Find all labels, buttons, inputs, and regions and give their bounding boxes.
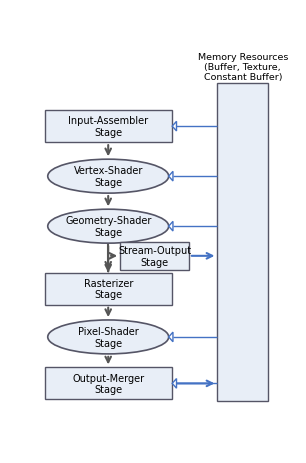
FancyBboxPatch shape — [217, 84, 268, 400]
Text: Pixel-Shader
Stage: Pixel-Shader Stage — [78, 326, 139, 348]
FancyBboxPatch shape — [120, 242, 189, 270]
FancyBboxPatch shape — [45, 273, 172, 305]
Text: Input-Assembler
Stage: Input-Assembler Stage — [68, 116, 148, 138]
Text: Output-Merger
Stage: Output-Merger Stage — [72, 373, 144, 394]
Polygon shape — [169, 222, 173, 232]
Text: Rasterizer
Stage: Rasterizer Stage — [84, 278, 133, 300]
Text: Memory Resources
(Buffer, Texture,
Constant Buffer): Memory Resources (Buffer, Texture, Const… — [198, 53, 288, 82]
Ellipse shape — [48, 160, 169, 194]
FancyBboxPatch shape — [45, 368, 172, 400]
Ellipse shape — [48, 320, 169, 354]
Polygon shape — [169, 332, 173, 342]
Polygon shape — [172, 122, 177, 131]
Text: Stream-Output
Stage: Stream-Output Stage — [118, 245, 191, 267]
Polygon shape — [169, 172, 173, 181]
Polygon shape — [172, 379, 177, 388]
Text: Geometry-Shader
Stage: Geometry-Shader Stage — [65, 216, 151, 238]
Text: Vertex-Shader
Stage: Vertex-Shader Stage — [73, 166, 143, 188]
FancyBboxPatch shape — [45, 111, 172, 143]
Ellipse shape — [48, 210, 169, 244]
